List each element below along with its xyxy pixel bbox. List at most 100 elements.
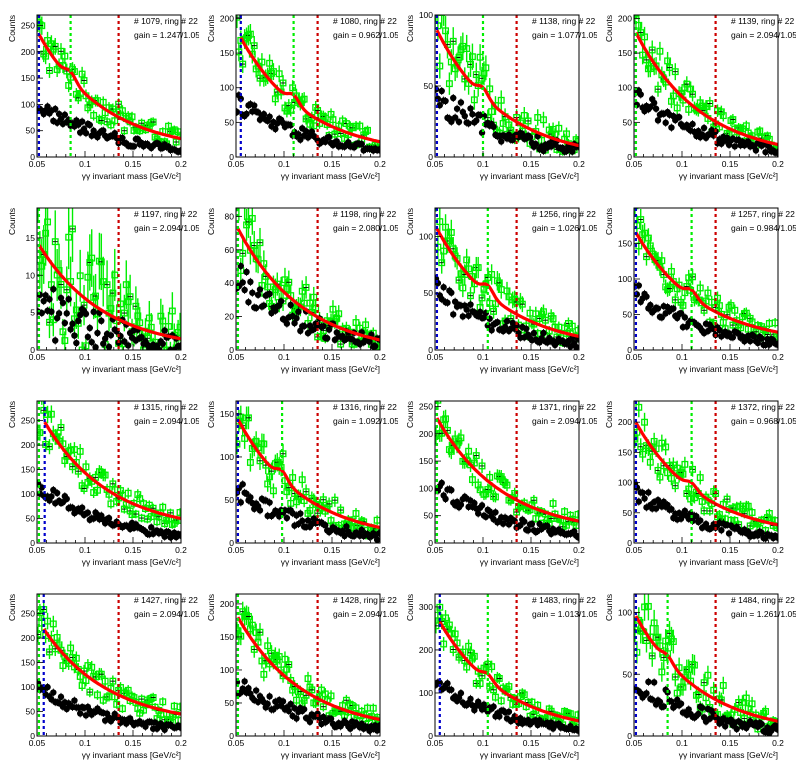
background-point [302,128,310,135]
total-point [298,476,306,484]
channel-title: # 1257, ring # 22 [731,209,795,219]
total-point [687,495,695,503]
background-point [478,502,486,509]
total-point [639,51,647,59]
background-point [461,112,468,120]
x-tick-label: 0.2 [772,545,784,555]
x-axis-label: γγ invariant mass [GeV/c²] [281,557,380,567]
y-tick-label: 150 [21,73,35,83]
total-point [65,81,73,89]
total-point [341,134,348,142]
y-axis: 0 50 100 150 200 250 Counts [7,15,43,162]
total-point [69,654,76,661]
total-point [245,31,252,39]
x-tick-label: 0.1 [676,545,688,555]
total-point [438,15,446,16]
total-point [159,503,167,511]
fit-curve [43,421,181,521]
total-point [289,84,297,92]
total-point [482,64,490,72]
total-point [634,435,639,443]
fit-curve [42,628,181,716]
background-point [50,689,57,696]
total-point [319,703,327,711]
total-point [57,280,65,288]
background-point [448,289,455,296]
total-point [656,473,664,481]
x-tick-label: 0.2 [573,352,585,362]
total-point [88,254,96,262]
background-point [176,531,181,539]
total-point [681,460,689,468]
background-point [754,339,762,347]
total-point [362,128,370,135]
total-point [467,461,474,469]
total-point [646,458,654,466]
y-tick-label: 100 [220,83,234,93]
fit-panel-1: 0.05 0.1 0.15 0.2 γγ invariant mass [GeV/c²]… [7,14,199,181]
background-point [444,299,451,306]
total-point [53,66,61,74]
x-axis-label: γγ invariant mass [GeV/c²] [679,557,778,567]
x-tick-label: 0.05 [29,738,46,748]
fit-panel-13: 0.05 0.1 0.15 0.2 γγ invariant mass [GeV/c²]… [7,593,199,760]
x-tick-label: 0.15 [722,352,739,362]
background-point [658,314,666,321]
total-point [168,307,176,315]
background-point [645,489,652,496]
background-point [762,148,769,156]
y-axis-label: Counts [7,15,17,42]
total-point [168,521,176,528]
background-point [73,339,80,347]
total-point [147,323,155,331]
background-histogram [37,102,181,156]
background-point [247,278,254,286]
x-axis-label: γγ invariant mass [GeV/c²] [82,364,181,374]
total-point [132,510,140,518]
background-point [251,102,258,109]
total-point [715,511,723,519]
plot-area [236,15,380,155]
background-point [467,301,474,308]
background-point [716,326,723,334]
total-point [86,101,94,109]
total-point [551,130,559,138]
background-point [287,301,294,309]
background-point [77,710,84,717]
total-point [641,418,649,426]
y-tick-label: 200 [618,417,632,427]
y-tick-label: 0 [30,731,35,741]
x-tick-label: 0.05 [29,545,46,555]
total-point [46,67,53,74]
y-axis-label: Counts [604,208,614,235]
background-point [463,306,470,313]
total-point [445,237,453,245]
total-point [673,104,681,112]
x-tick-label: 0.15 [324,159,341,169]
total-point [283,488,291,496]
total-point [662,443,670,451]
total-point [165,323,172,330]
total-point [455,54,463,61]
background-point [689,120,696,128]
background-histogram [236,262,380,350]
total-point [646,242,654,250]
total-point [731,306,739,314]
total-point [727,302,735,309]
background-point [176,724,181,731]
background-point [243,110,250,118]
y-tick-label: 200 [618,13,632,23]
total-point [746,314,754,322]
total-point [269,487,277,495]
y-tick-label: 0 [428,345,433,355]
x-tick-label: 0.15 [523,352,540,362]
background-point [358,140,365,148]
total-point [84,662,92,670]
background-point [647,301,654,309]
total-point [122,281,130,289]
fit-curve [37,243,181,341]
plot-area [236,405,380,543]
background-point [82,310,90,318]
total-point [467,60,474,68]
total-point [42,52,50,60]
